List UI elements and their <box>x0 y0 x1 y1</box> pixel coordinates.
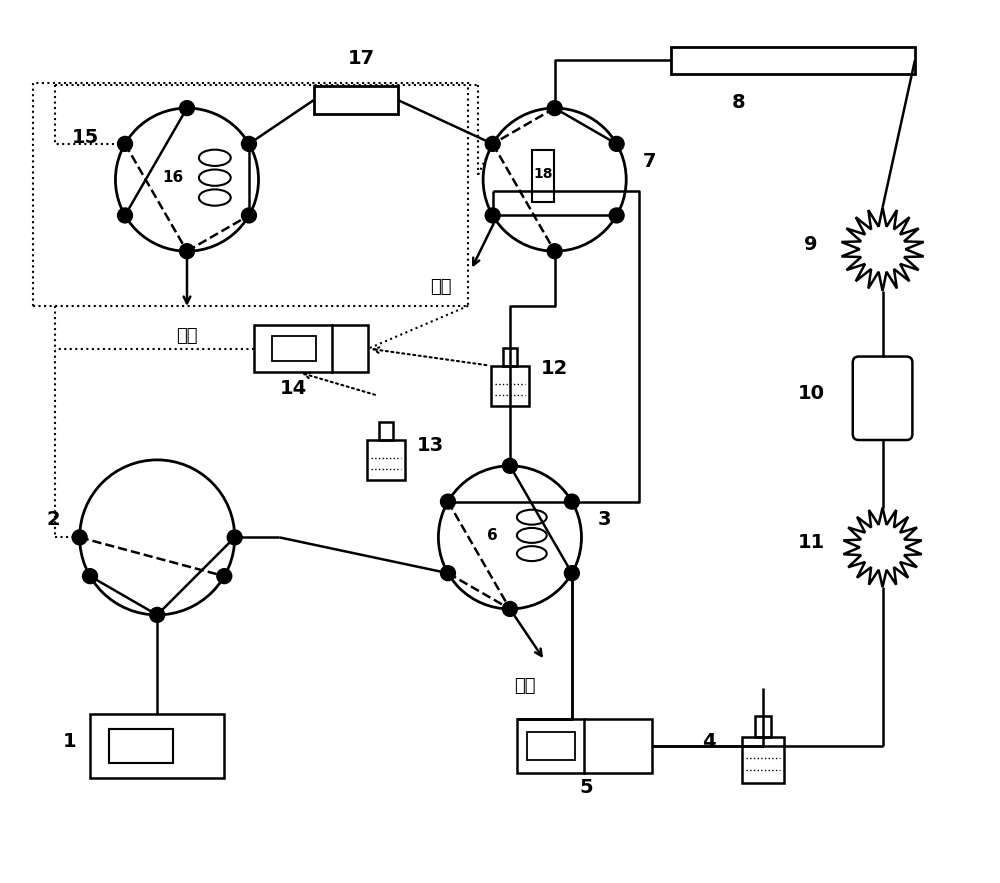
Circle shape <box>118 137 132 151</box>
Text: 14: 14 <box>280 379 307 398</box>
Circle shape <box>485 208 500 223</box>
Circle shape <box>180 244 194 259</box>
Circle shape <box>564 566 579 581</box>
Circle shape <box>72 530 87 545</box>
Text: 废液: 废液 <box>176 327 198 344</box>
Circle shape <box>547 244 562 259</box>
Bar <box>33 83 468 306</box>
Bar <box>379 422 393 441</box>
Circle shape <box>609 208 624 223</box>
Circle shape <box>547 101 562 116</box>
Bar <box>517 719 652 774</box>
Text: 7: 7 <box>642 152 656 171</box>
Bar <box>527 732 575 759</box>
Text: 1: 1 <box>63 732 77 751</box>
Text: 6: 6 <box>487 528 497 543</box>
Bar <box>491 366 529 405</box>
Circle shape <box>150 608 165 623</box>
Text: 17: 17 <box>347 49 374 68</box>
Circle shape <box>241 208 256 223</box>
Circle shape <box>441 566 455 581</box>
Text: 3: 3 <box>598 510 611 529</box>
Text: 16: 16 <box>162 170 184 185</box>
Circle shape <box>217 569 232 584</box>
Circle shape <box>502 601 517 616</box>
Bar <box>671 47 915 74</box>
Text: 废液: 废液 <box>514 677 536 696</box>
Circle shape <box>485 137 500 151</box>
Circle shape <box>118 208 132 223</box>
Text: 8: 8 <box>732 93 745 111</box>
Circle shape <box>227 530 242 545</box>
Text: 2: 2 <box>46 510 60 529</box>
Bar <box>314 87 398 114</box>
Bar <box>254 325 368 373</box>
Bar <box>755 716 771 737</box>
Circle shape <box>441 494 455 509</box>
Bar <box>90 713 224 779</box>
Circle shape <box>83 569 97 584</box>
Circle shape <box>241 137 256 151</box>
Text: 废液: 废液 <box>430 278 452 296</box>
Bar <box>503 348 517 366</box>
Text: 12: 12 <box>541 359 568 378</box>
Text: 18: 18 <box>533 167 552 181</box>
Bar <box>272 336 316 361</box>
Text: 9: 9 <box>804 235 818 253</box>
Circle shape <box>609 137 624 151</box>
Text: 13: 13 <box>417 436 444 456</box>
Circle shape <box>180 101 194 116</box>
Text: 10: 10 <box>798 384 825 403</box>
Text: 15: 15 <box>72 128 99 147</box>
Circle shape <box>502 458 517 473</box>
Bar <box>532 150 554 201</box>
Text: 4: 4 <box>702 732 715 751</box>
Bar <box>367 441 405 480</box>
Text: 5: 5 <box>580 778 593 797</box>
Bar <box>109 729 173 763</box>
Circle shape <box>564 494 579 509</box>
Bar <box>742 737 784 783</box>
Text: 11: 11 <box>797 532 825 552</box>
